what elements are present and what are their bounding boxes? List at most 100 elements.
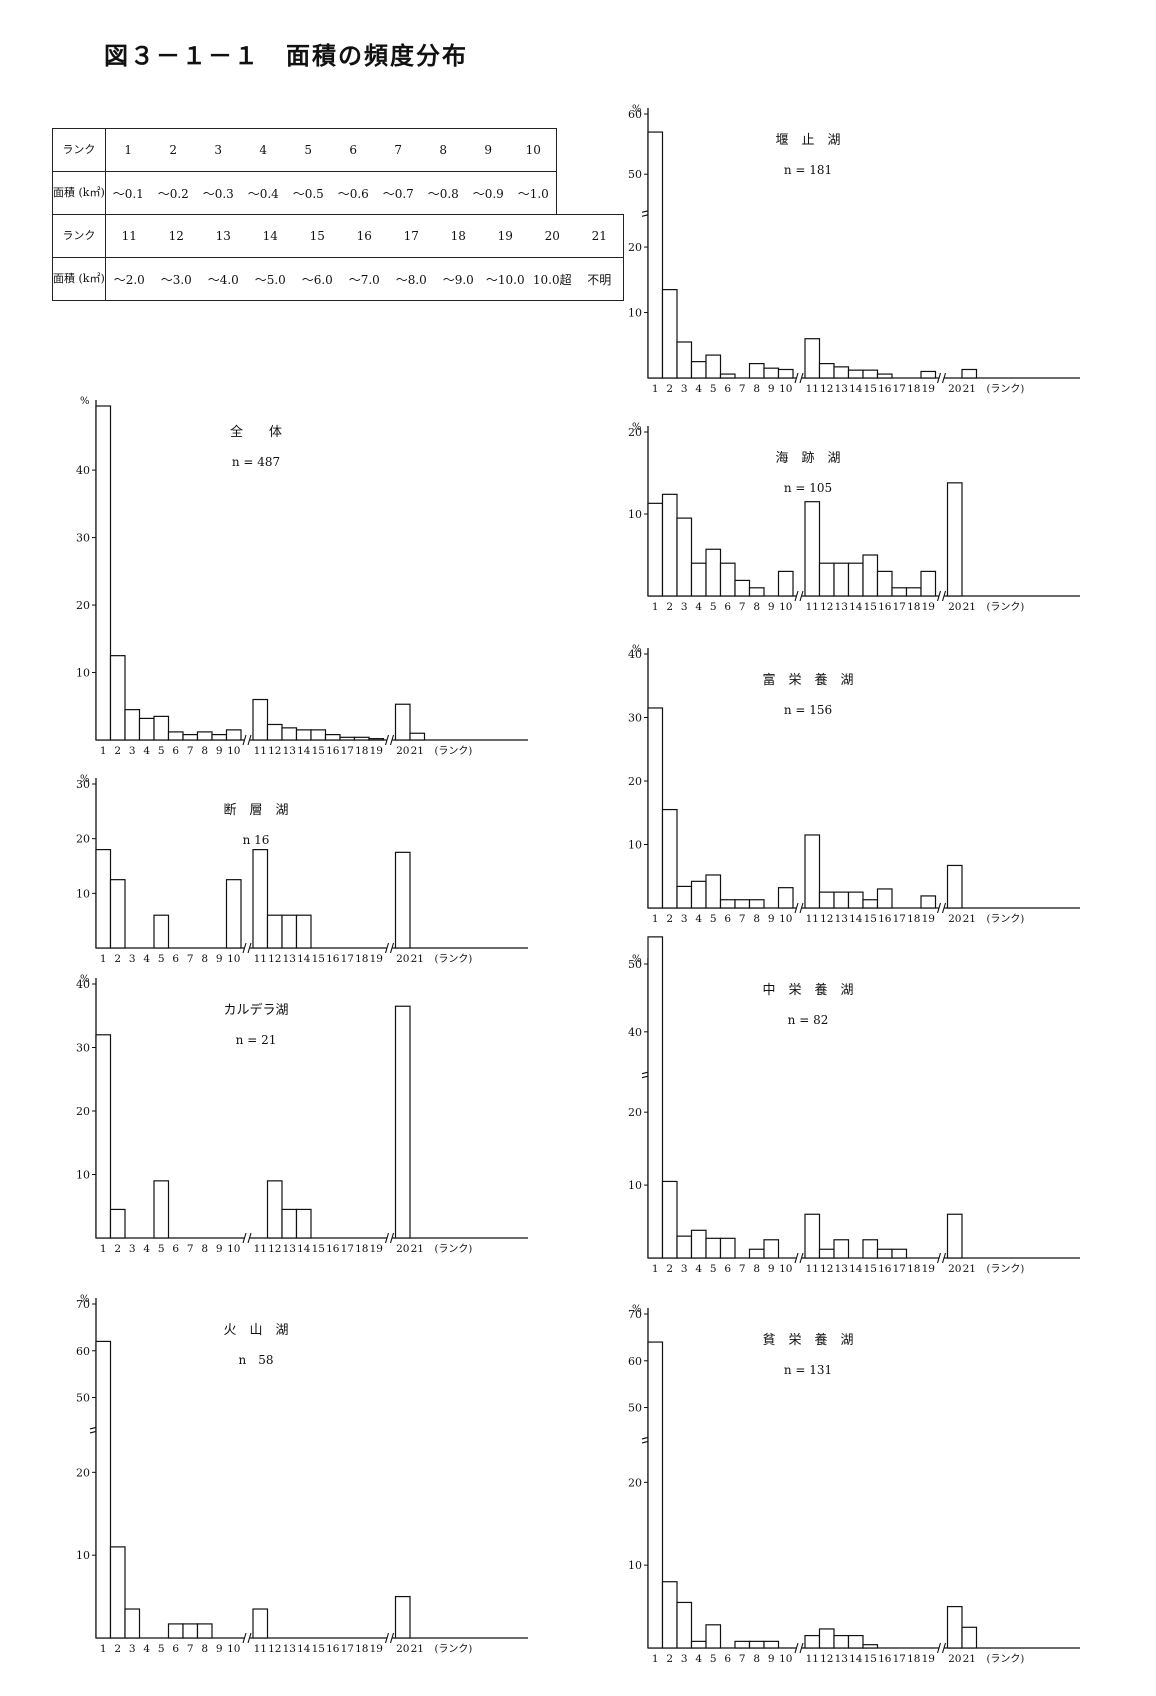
- x-axis-suffix: (ランク): [987, 1653, 1025, 1665]
- bar: [661, 493, 678, 597]
- bar: [818, 1248, 835, 1259]
- bar: [153, 1180, 170, 1239]
- x-tick-label: 4: [695, 1653, 702, 1665]
- percent-label: %: [632, 422, 642, 433]
- y-tick-label: 30: [628, 712, 642, 725]
- x-axis-break-mark: [384, 1232, 395, 1244]
- y-tick-label: 30: [76, 778, 90, 791]
- x-tick-label: 13: [835, 383, 848, 395]
- percent-label: %: [80, 1294, 90, 1305]
- y-tick-label: 10: [76, 1549, 90, 1562]
- x-tick-label: 14: [849, 1653, 863, 1665]
- x-tick-label: 15: [312, 953, 325, 965]
- x-tick-label: 3: [129, 953, 136, 965]
- bar: [661, 1581, 678, 1649]
- x-tick-label: 11: [806, 1263, 819, 1275]
- x-tick-label: 12: [268, 745, 281, 757]
- x-axis-break-mark: [384, 942, 395, 954]
- x-tick-label: 9: [768, 601, 775, 613]
- x-tick-label: 11: [806, 1653, 819, 1665]
- x-axis-suffix: (ランク): [435, 953, 473, 965]
- x-axis-suffix: (ランク): [435, 1643, 473, 1655]
- x-tick-label: 10: [779, 1263, 792, 1275]
- x-tick-label: 15: [312, 1243, 325, 1255]
- bar: [804, 1213, 821, 1259]
- bar: [266, 723, 283, 741]
- bar: [196, 731, 213, 741]
- x-tick-label: 8: [201, 1243, 208, 1255]
- bar: [961, 368, 978, 379]
- x-tick-label: 14: [849, 1263, 863, 1275]
- x-tick-label: 19: [370, 1643, 383, 1655]
- bar: [690, 562, 707, 597]
- area-cell: ～0.1: [105, 171, 151, 215]
- x-tick-label: 5: [158, 1643, 165, 1655]
- rank-cell: 14: [246, 214, 294, 258]
- x-tick-label: 15: [864, 383, 877, 395]
- x-tick-label: 19: [922, 913, 935, 925]
- bar: [647, 131, 664, 379]
- rank-cell: 3: [195, 128, 241, 172]
- bar: [647, 502, 664, 597]
- bar: [394, 703, 411, 741]
- bar: [833, 366, 850, 379]
- x-tick-label: 3: [681, 1653, 688, 1665]
- rank-cell: 15: [293, 214, 341, 258]
- bar: [225, 729, 242, 741]
- bar: [295, 1208, 312, 1239]
- x-tick-label: 12: [268, 1643, 281, 1655]
- x-axis-suffix: (ランク): [987, 383, 1025, 395]
- x-tick-label: 3: [129, 1643, 136, 1655]
- bar: [661, 289, 678, 379]
- x-tick-label: 11: [254, 1243, 267, 1255]
- bar: [862, 1239, 879, 1259]
- x-tick-label: 7: [187, 1243, 194, 1255]
- bar: [891, 1248, 908, 1259]
- bar: [719, 373, 736, 379]
- x-axis-break-mark: [384, 734, 395, 746]
- x-tick-label: 6: [172, 953, 179, 965]
- x-tick-label: 13: [283, 1643, 296, 1655]
- x-tick-label: 1: [652, 913, 659, 925]
- y-tick-label: 70: [628, 1308, 642, 1321]
- x-tick-label: 5: [710, 383, 717, 395]
- x-tick-label: 4: [695, 601, 702, 613]
- x-tick-label: 15: [864, 913, 877, 925]
- x-tick-label: 12: [820, 1263, 833, 1275]
- percent-label: %: [80, 396, 90, 407]
- area-cell: ～0.6: [330, 171, 376, 215]
- bar: [946, 1213, 963, 1259]
- bar: [818, 891, 835, 909]
- x-tick-label: 1: [652, 1653, 659, 1665]
- y-tick-label: 20: [76, 599, 90, 612]
- bar: [252, 848, 269, 949]
- bar: [647, 707, 664, 909]
- rank-header: ランク: [52, 214, 106, 258]
- rank-cell: 6: [330, 128, 376, 172]
- x-tick-label: 17: [341, 1243, 354, 1255]
- bar: [862, 554, 879, 597]
- chart-n: n 16: [243, 833, 270, 847]
- bar: [705, 1624, 722, 1649]
- bar: [833, 1634, 850, 1649]
- x-axis-break-mark: [936, 902, 947, 914]
- bar: [862, 1644, 879, 1649]
- area-cell: 10.0超: [528, 257, 576, 301]
- chart-title: 堰 止 湖: [775, 133, 840, 148]
- bar: [138, 717, 155, 741]
- chart-title: 火 山 湖: [223, 1323, 288, 1338]
- bar: [394, 851, 411, 949]
- bar: [705, 354, 722, 379]
- y-tick-label: 50: [76, 1392, 90, 1405]
- x-tick-label: 14: [297, 745, 311, 757]
- x-tick-label: 14: [849, 601, 863, 613]
- x-tick-label: 18: [907, 1263, 920, 1275]
- x-tick-label: 12: [268, 1243, 281, 1255]
- bar: [847, 1634, 864, 1649]
- x-axis-suffix: (ランク): [987, 1263, 1025, 1275]
- x-tick-label: 5: [158, 745, 165, 757]
- chart-n: n = 21: [236, 1033, 277, 1047]
- bar: [719, 899, 736, 909]
- x-tick-label: 2: [666, 1653, 673, 1665]
- bar: [920, 570, 937, 597]
